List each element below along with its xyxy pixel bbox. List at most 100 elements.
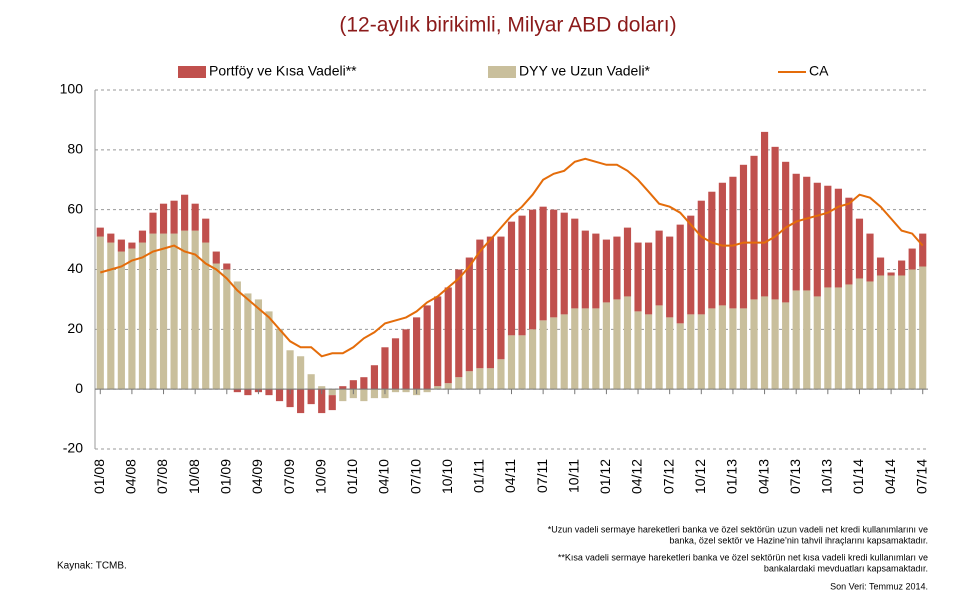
bar <box>718 182 726 306</box>
bar <box>602 239 610 303</box>
bar <box>729 176 737 309</box>
bar <box>423 389 431 393</box>
x-tick-label: 07/14 <box>913 459 929 494</box>
bar <box>202 218 210 243</box>
bar <box>444 383 452 390</box>
bar <box>782 302 790 390</box>
bar <box>497 236 505 360</box>
bar <box>128 248 136 390</box>
bar <box>845 197 853 285</box>
bar <box>792 173 800 291</box>
bar <box>792 290 800 390</box>
bar <box>265 311 273 390</box>
bar <box>623 227 632 297</box>
bar <box>233 389 241 393</box>
legend-label: DYY ve Uzun Vadeli* <box>519 63 651 79</box>
bar <box>96 236 104 390</box>
y-tick-label: 60 <box>67 200 83 216</box>
bar <box>834 188 842 288</box>
bar <box>170 200 178 234</box>
x-tick-label: 07/12 <box>660 459 676 494</box>
footnote: **Kısa vadeli sermaye hareketleri banka … <box>558 552 928 562</box>
bar <box>824 287 832 390</box>
bar <box>760 131 769 297</box>
footnote: Son Veri: Temmuz 2014. <box>830 581 928 591</box>
bar <box>107 242 115 390</box>
bar <box>550 209 558 318</box>
bar <box>339 386 347 390</box>
x-tick-label: 01/10 <box>344 459 360 494</box>
bar <box>212 263 220 390</box>
bar <box>898 260 906 276</box>
bar <box>560 212 568 315</box>
y-tick-label: 100 <box>60 81 84 97</box>
bar <box>581 308 589 390</box>
chart-title: (12-aylık birikimli, Milyar ABD doları) <box>339 14 676 37</box>
x-tick-label: 10/08 <box>186 459 202 494</box>
bar <box>191 230 199 390</box>
bar <box>244 389 252 396</box>
bar <box>402 329 410 390</box>
bar <box>739 308 748 390</box>
y-tick-label: 40 <box>67 260 83 276</box>
bar <box>507 335 516 390</box>
bar <box>676 323 684 390</box>
bar <box>529 329 537 390</box>
x-tick-label: 04/09 <box>249 459 265 494</box>
bar <box>138 242 147 390</box>
bar <box>455 269 463 378</box>
bar <box>370 389 379 399</box>
bar <box>297 356 305 390</box>
bar <box>824 185 832 288</box>
bar <box>138 230 147 243</box>
bar <box>328 395 336 411</box>
legend-swatch <box>178 66 206 78</box>
bar <box>697 314 705 390</box>
x-tick-label: 04/08 <box>123 459 139 494</box>
bar <box>602 302 610 390</box>
x-tick-label: 10/11 <box>565 459 581 493</box>
bar <box>666 317 674 390</box>
bar <box>391 338 400 390</box>
bar <box>149 233 157 390</box>
x-tick-label: 01/14 <box>850 459 866 494</box>
bar <box>687 215 695 315</box>
bar <box>117 239 125 252</box>
bar <box>592 233 600 309</box>
bar <box>634 242 642 312</box>
bar <box>265 389 273 396</box>
bar <box>339 389 347 402</box>
bar <box>919 233 927 267</box>
bar <box>349 380 357 390</box>
bar <box>644 242 653 315</box>
bar <box>908 269 916 390</box>
bar <box>676 224 684 324</box>
bar <box>539 206 547 321</box>
bar <box>518 215 526 336</box>
bar <box>328 389 336 396</box>
bar <box>286 350 294 390</box>
bar <box>455 377 463 390</box>
bar <box>855 218 864 279</box>
bar <box>223 269 231 390</box>
bar <box>518 335 526 390</box>
bar <box>845 284 853 390</box>
bar <box>803 290 811 390</box>
bar <box>771 299 779 390</box>
bar <box>476 368 484 390</box>
bar <box>908 248 916 270</box>
bar <box>307 389 315 405</box>
bar <box>360 377 368 390</box>
bar <box>750 155 758 300</box>
x-tick-label: 07/10 <box>407 459 423 494</box>
bar <box>181 230 189 390</box>
x-tick-label: 04/14 <box>882 459 898 494</box>
bar <box>465 371 473 390</box>
bar <box>687 314 695 390</box>
bar <box>613 236 621 300</box>
bar <box>507 221 516 336</box>
bar <box>919 266 927 390</box>
bar <box>644 314 653 390</box>
bar <box>117 251 125 390</box>
